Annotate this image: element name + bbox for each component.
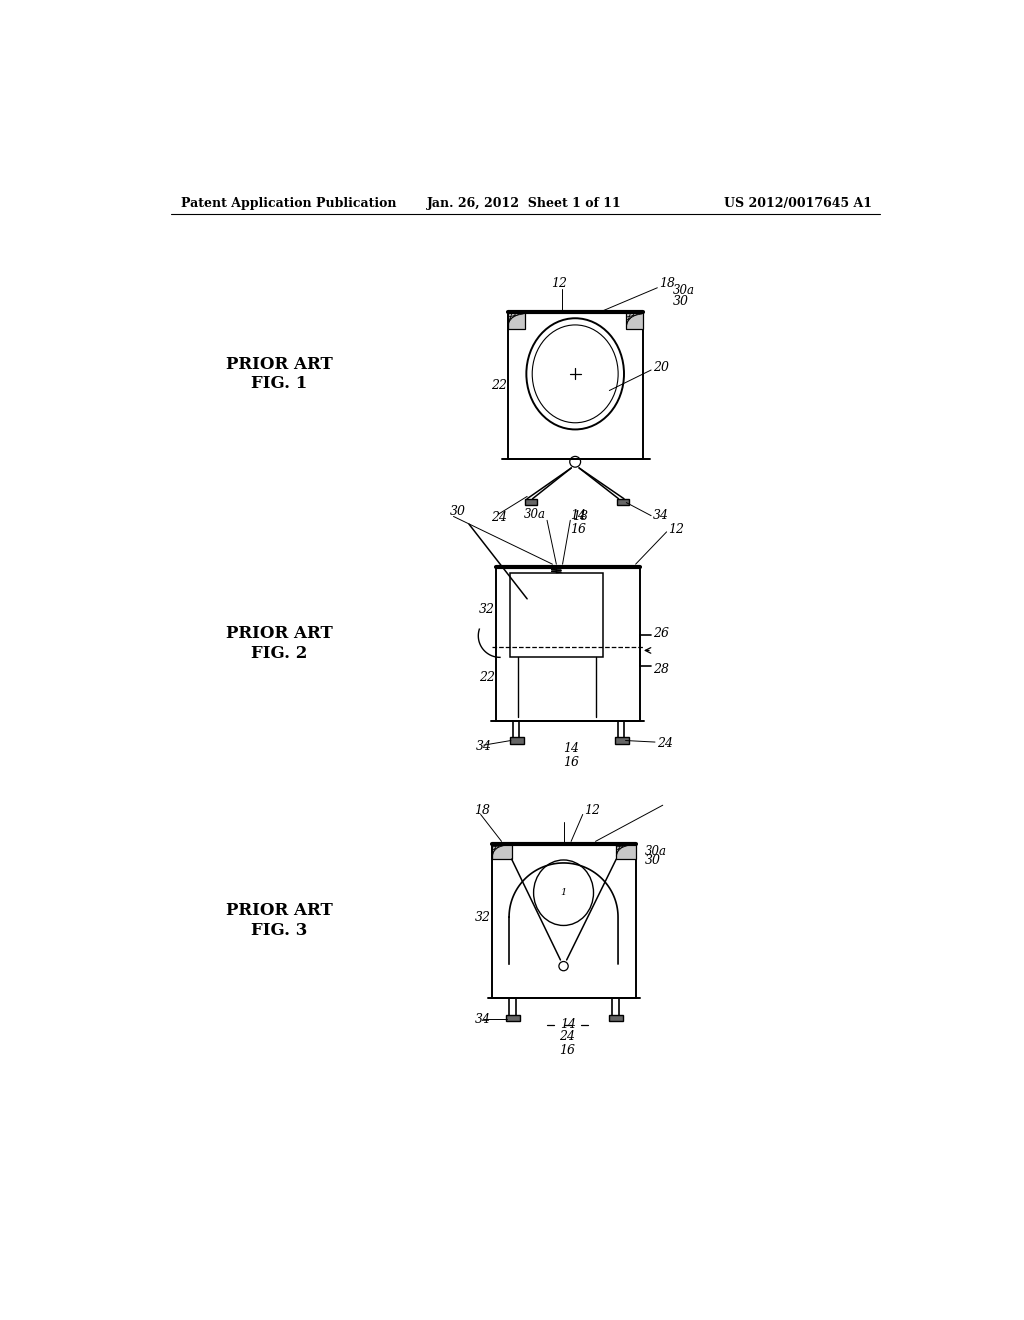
- Text: 30: 30: [673, 296, 689, 308]
- Text: 18: 18: [658, 277, 675, 289]
- Text: 34: 34: [475, 1012, 492, 1026]
- Text: 12: 12: [585, 804, 600, 817]
- Text: 30a: 30a: [645, 845, 667, 858]
- Polygon shape: [524, 499, 538, 506]
- Text: 34: 34: [476, 741, 492, 754]
- Text: 30a: 30a: [673, 284, 695, 297]
- Polygon shape: [506, 1015, 520, 1020]
- Text: 22: 22: [490, 379, 507, 392]
- Text: Patent Application Publication: Patent Application Publication: [180, 197, 396, 210]
- Text: 14: 14: [560, 1018, 577, 1031]
- Text: 14: 14: [563, 742, 580, 755]
- Text: 14: 14: [570, 510, 587, 523]
- Text: PRIOR ART
FIG. 1: PRIOR ART FIG. 1: [225, 355, 333, 392]
- Text: US 2012/0017645 A1: US 2012/0017645 A1: [724, 197, 872, 210]
- Text: 24: 24: [559, 1030, 574, 1043]
- Polygon shape: [510, 738, 524, 743]
- Polygon shape: [614, 738, 629, 743]
- Text: 20: 20: [652, 362, 669, 374]
- Text: 30a: 30a: [523, 508, 546, 521]
- Text: 30: 30: [450, 504, 466, 517]
- Text: 12: 12: [551, 277, 567, 289]
- Text: 24: 24: [490, 511, 507, 524]
- Text: PRIOR ART
FIG. 2: PRIOR ART FIG. 2: [225, 626, 333, 661]
- Text: 22: 22: [479, 671, 495, 684]
- Text: 28: 28: [653, 663, 670, 676]
- Polygon shape: [508, 313, 524, 330]
- Text: 18: 18: [571, 510, 588, 523]
- Text: 12: 12: [669, 523, 684, 536]
- Polygon shape: [616, 843, 636, 859]
- Polygon shape: [609, 1015, 624, 1020]
- Text: 32: 32: [479, 603, 495, 616]
- Polygon shape: [493, 843, 512, 859]
- Text: 16: 16: [570, 523, 587, 536]
- Text: 1: 1: [560, 888, 566, 898]
- Text: 34: 34: [652, 510, 669, 523]
- Text: 16: 16: [559, 1044, 574, 1056]
- Text: 32: 32: [475, 911, 492, 924]
- Text: 16: 16: [563, 756, 580, 770]
- Polygon shape: [627, 313, 643, 330]
- Text: 30: 30: [645, 854, 660, 867]
- Text: 24: 24: [656, 737, 673, 750]
- Text: 18: 18: [474, 804, 489, 817]
- Text: Jan. 26, 2012  Sheet 1 of 11: Jan. 26, 2012 Sheet 1 of 11: [427, 197, 623, 210]
- Text: PRIOR ART
FIG. 3: PRIOR ART FIG. 3: [225, 903, 333, 939]
- Text: 26: 26: [653, 627, 670, 640]
- Polygon shape: [617, 499, 630, 506]
